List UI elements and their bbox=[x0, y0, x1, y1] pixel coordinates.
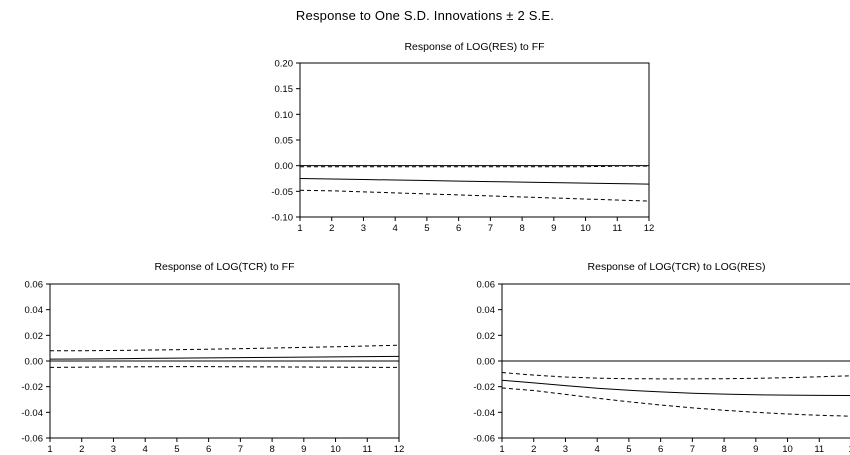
x-tick-label: 7 bbox=[488, 223, 493, 234]
x-tick-label: 12 bbox=[644, 223, 655, 234]
series-line-lower-band bbox=[299, 189, 650, 202]
x-tick-label: 10 bbox=[580, 223, 591, 234]
x-tick-label: 6 bbox=[456, 223, 461, 234]
x-tick-label: 1 bbox=[297, 223, 302, 234]
y-tick-label: 0.15 bbox=[275, 84, 294, 95]
x-tick-label: 11 bbox=[612, 223, 622, 234]
series-line-response bbox=[299, 178, 650, 185]
chart-title: Response of LOG(RES) to FF bbox=[404, 41, 544, 53]
x-tick-label: 8 bbox=[519, 223, 524, 234]
figure-title: Response to One S.D. Innovations ± 2 S.E… bbox=[295, 8, 555, 23]
x-tick-label: 9 bbox=[551, 223, 556, 234]
plot-frame bbox=[299, 62, 650, 218]
y-tick-label: 0.20 bbox=[275, 59, 294, 70]
x-tick-label: 3 bbox=[361, 223, 366, 234]
y-tick-label: -0.05 bbox=[271, 187, 293, 198]
y-tick-label: -0.10 bbox=[271, 213, 293, 224]
series-line-upper-band bbox=[300, 165, 649, 168]
x-tick-label: 4 bbox=[393, 223, 398, 234]
y-tick-label: 0.10 bbox=[275, 110, 294, 121]
y-tick-label: 0.05 bbox=[275, 136, 294, 147]
x-tick-label: 5 bbox=[424, 223, 429, 234]
y-tick-label: 0.00 bbox=[275, 161, 294, 172]
x-tick-label: 2 bbox=[329, 223, 334, 234]
